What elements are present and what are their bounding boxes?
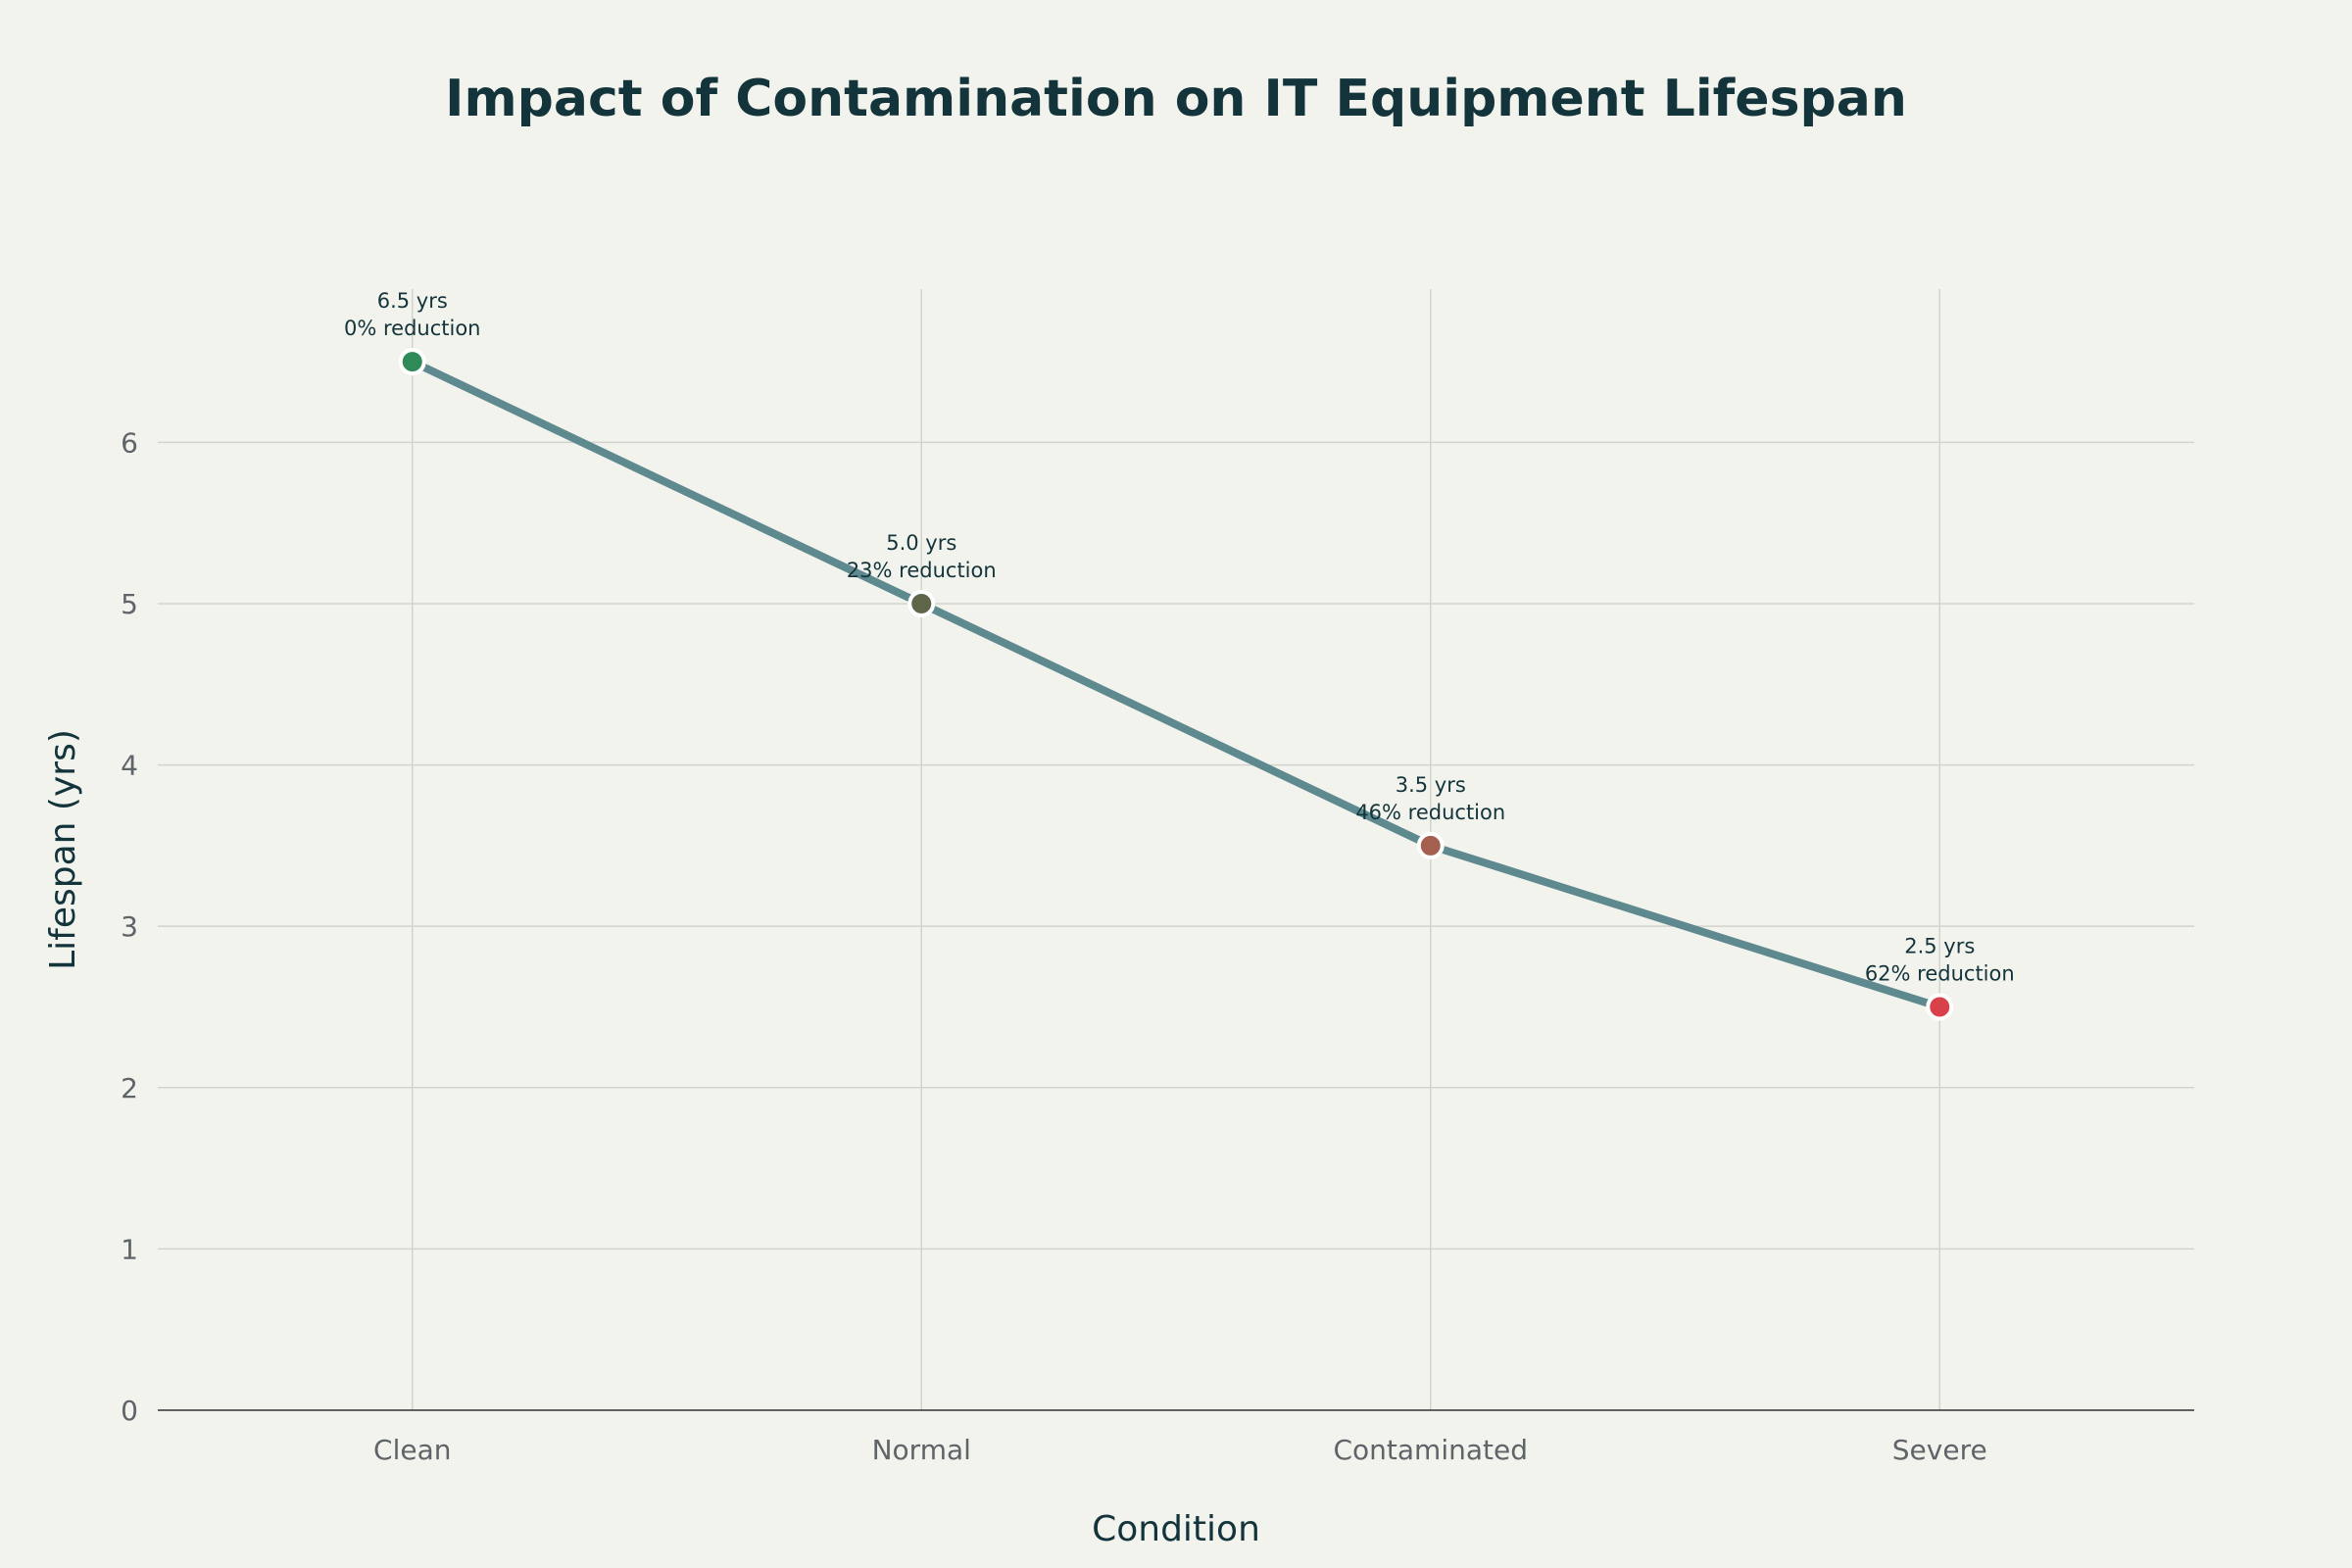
data-label-reduction: 62% reduction	[1865, 961, 2015, 985]
y-tick-label: 0	[121, 1395, 138, 1427]
gridlines	[158, 289, 2194, 1410]
data-label-reduction: 0% reduction	[344, 317, 481, 340]
data-label-value: 6.5 yrs	[377, 289, 448, 313]
series-line	[411, 358, 1941, 1011]
x-tick-label: Severe	[1892, 1434, 1987, 1466]
data-label-reduction: 23% reduction	[847, 559, 997, 582]
x-tick-label: Normal	[872, 1434, 971, 1466]
y-tick-label: 1	[121, 1233, 138, 1265]
data-label-reduction: 46% reduction	[1355, 801, 1505, 824]
y-tick-label: 5	[121, 588, 138, 620]
data-point-clean	[398, 348, 426, 376]
y-tick-label: 3	[121, 910, 138, 943]
data-point-contaminated	[1416, 831, 1445, 859]
x-tick-label: Contaminated	[1333, 1434, 1528, 1466]
data-label-value: 3.5 yrs	[1396, 773, 1466, 797]
y-axis-label: Lifespan (yrs)	[43, 729, 83, 970]
data-label-value: 5.0 yrs	[886, 531, 956, 555]
y-tick-label: 4	[121, 750, 138, 782]
data-label-value: 2.5 yrs	[1904, 934, 1975, 957]
chart-title: Impact of Contamination on IT Equipment …	[445, 70, 1907, 128]
data-point-normal	[907, 589, 936, 617]
y-tick-label: 6	[121, 426, 138, 459]
x-axis-label: Condition	[1092, 1509, 1260, 1549]
x-tick-label: Clean	[373, 1434, 451, 1466]
data-point-severe	[1926, 993, 1954, 1021]
x-axis-ticks: Clean Normal Contaminated Severe	[373, 1434, 1987, 1466]
series-lifespan: 6.5 yrs 0% reduction 5.0 yrs 23% reduction 3…	[344, 289, 2015, 1021]
y-tick-label: 2	[121, 1072, 138, 1104]
y-axis-ticks: 0 1 2 3 4 5 6	[121, 426, 138, 1427]
